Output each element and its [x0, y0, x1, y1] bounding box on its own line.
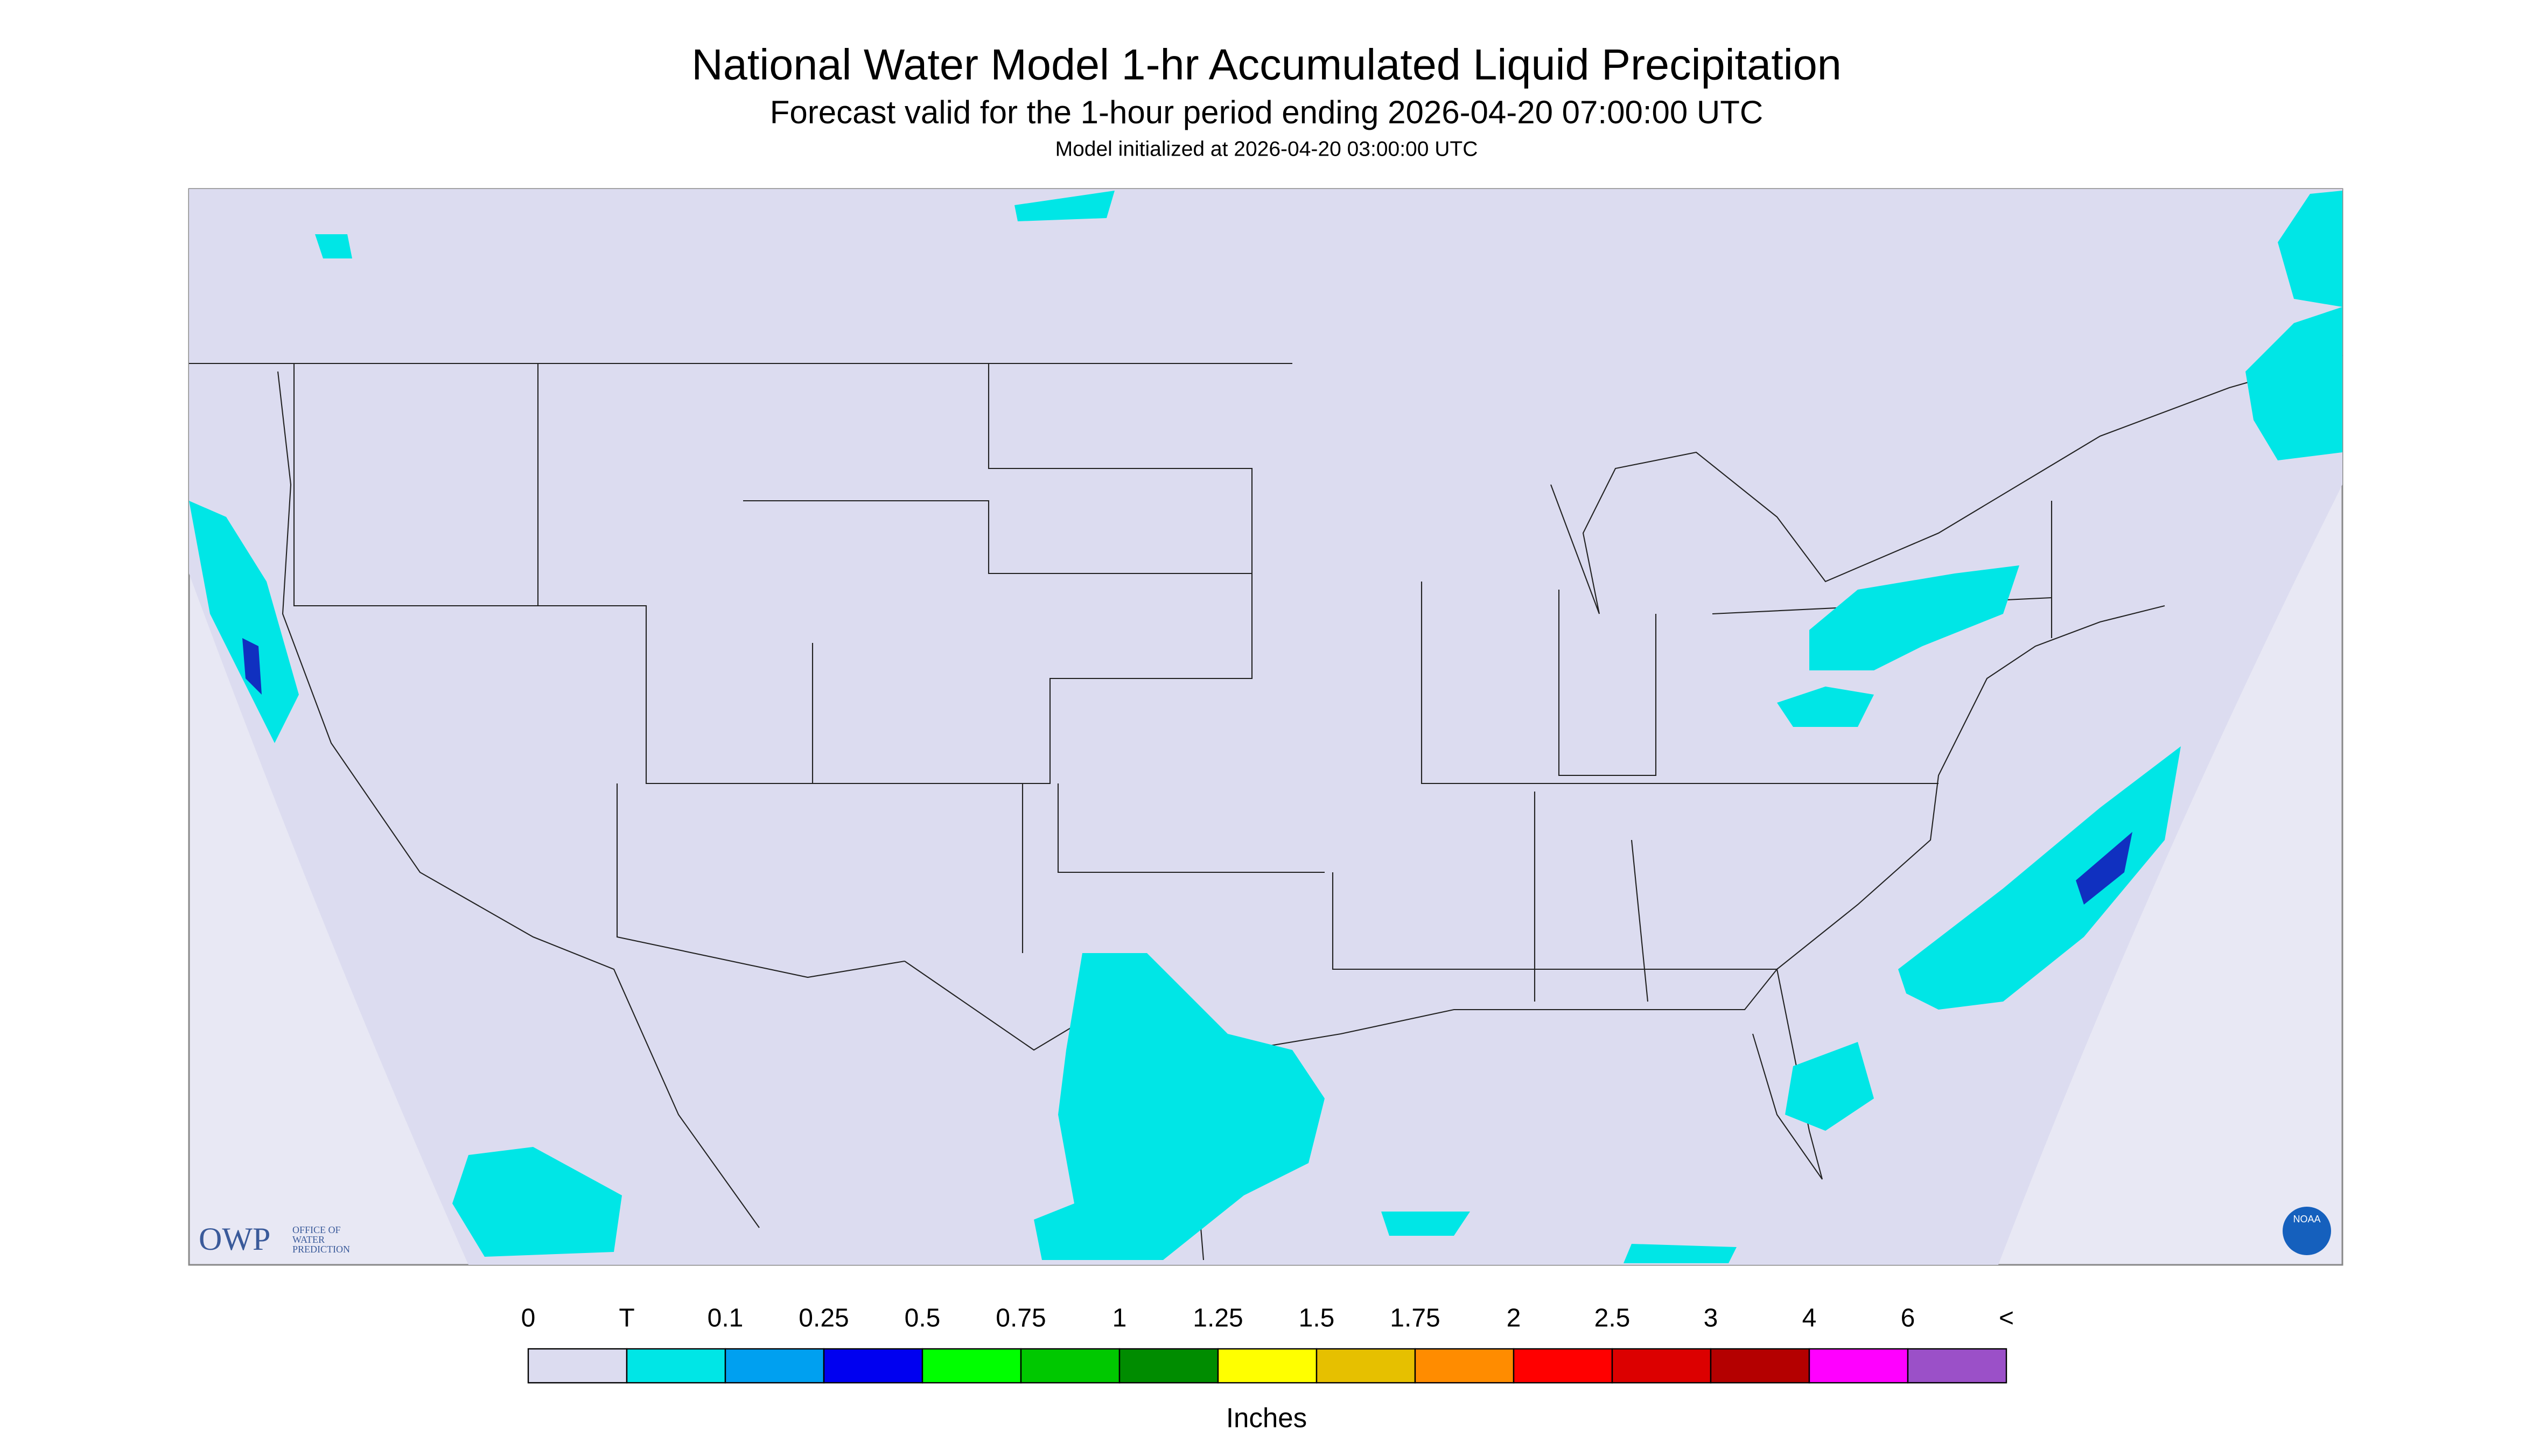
- owp-logo: OWP: [199, 1221, 270, 1257]
- legend-label: 0: [521, 1304, 536, 1333]
- subtitle: Forecast valid for the 1-hour period end…: [770, 94, 1763, 130]
- legend-label: 3: [1704, 1304, 1718, 1333]
- legend-units: Inches: [1226, 1402, 1307, 1433]
- legend-swatch: [626, 1348, 726, 1384]
- legend-label: 1.75: [1390, 1304, 1440, 1333]
- legend-label: <: [1999, 1304, 2014, 1333]
- legend-label: T: [619, 1304, 634, 1333]
- legend-swatch: [724, 1348, 825, 1384]
- legend-label: 0.5: [905, 1304, 941, 1333]
- legend-swatch: [1118, 1348, 1219, 1384]
- owp-line: OFFICE OF: [292, 1224, 341, 1235]
- legend-label: 2.5: [1594, 1304, 1631, 1333]
- noaa-text: NOAA: [2293, 1214, 2320, 1224]
- noaa-logo: [2283, 1207, 2331, 1256]
- legend-label: 0.75: [996, 1304, 1046, 1333]
- legend-swatch: [527, 1348, 628, 1384]
- legend-label: 0.1: [708, 1304, 744, 1333]
- model-domain: [189, 189, 2342, 1265]
- legend-swatch: [1907, 1348, 2007, 1384]
- legend-label: 1.25: [1193, 1304, 1243, 1333]
- legend-swatch: [921, 1348, 1022, 1384]
- legend-swatch: [1414, 1348, 1515, 1384]
- legend-swatch: [1710, 1348, 1810, 1384]
- legend-label: 1: [1112, 1304, 1127, 1333]
- legend-swatch: [1611, 1348, 1712, 1384]
- init-time: Model initialized at 2026-04-20 03:00:00…: [1055, 137, 1478, 160]
- owp-line: WATER: [292, 1234, 325, 1245]
- legend-swatch: [1513, 1348, 1613, 1384]
- owp-line: PREDICTION: [292, 1244, 350, 1255]
- legend-label: 1.5: [1299, 1304, 1335, 1333]
- precipitation: [189, 191, 2342, 1264]
- title: National Water Model 1-hr Accumulated Li…: [691, 40, 1842, 89]
- legend-label: 6: [1901, 1304, 1915, 1333]
- legend-swatch: [1808, 1348, 1909, 1384]
- legend-swatch: [823, 1348, 923, 1384]
- legend-label: 2: [1507, 1304, 1521, 1333]
- legend-label: 0.25: [799, 1304, 849, 1333]
- legend-swatch: [1217, 1348, 1318, 1384]
- legend-label: 4: [1802, 1304, 1817, 1333]
- legend-swatch: [1020, 1348, 1121, 1384]
- legend-swatch: [1316, 1348, 1416, 1384]
- legend: 0 T 0.1 0.25 0.5 0.75 1 1.25 1.5 1.75 2 2.5 3 4 6 <: [521, 1304, 2014, 1384]
